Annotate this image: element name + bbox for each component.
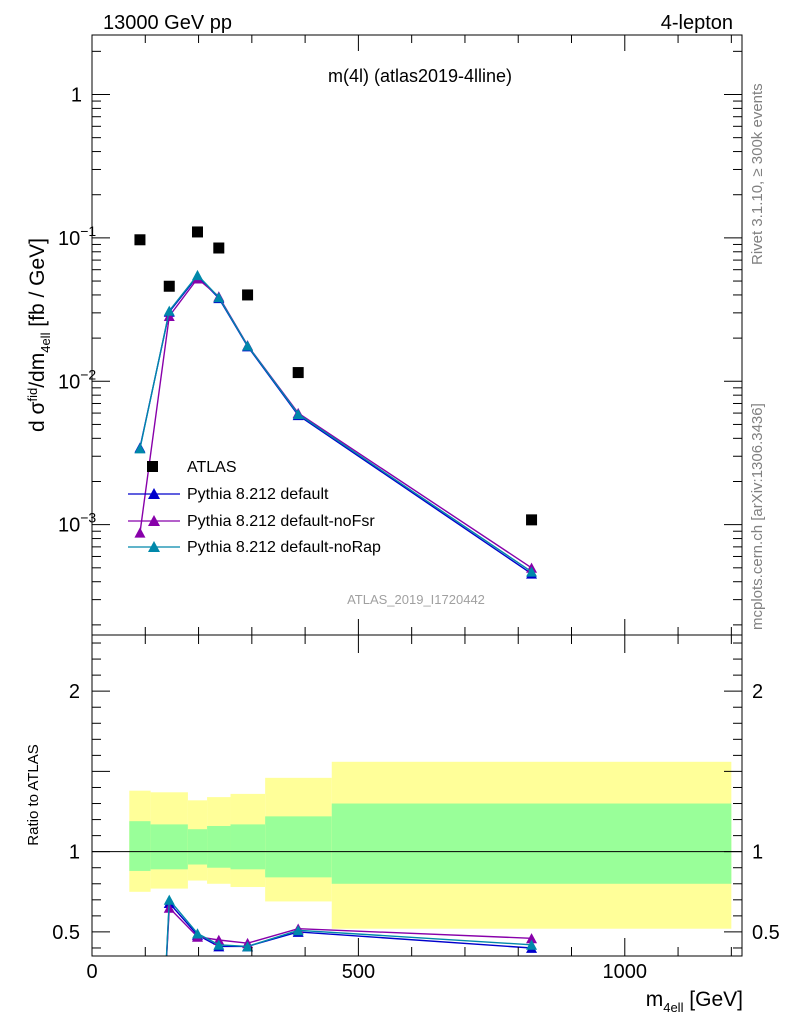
ratio-band-inner <box>230 824 266 870</box>
ratio-band-inner <box>187 829 208 865</box>
ratio-y-tick-label-left: 0.5 <box>52 922 80 944</box>
ratio-plot-frame <box>91 634 743 957</box>
ratio-series-point <box>242 941 254 952</box>
mcplots-label: mcplots.cern.ch [arXiv:1306.3436] <box>749 403 766 630</box>
ratio-series-point <box>163 894 175 905</box>
ratio-y-tick-label-right: 2 <box>752 681 763 703</box>
ratio-y-tick-label-right: 1 <box>752 842 763 864</box>
main-y-axis-title: d σfid/dm4ell [fb / GeV] <box>25 238 53 432</box>
atlas-data-layer <box>134 226 538 526</box>
ratio-tick-labels: 0.5 0.5 1 1 2 2 0 500 1000 <box>52 681 780 983</box>
ratio-band-inner <box>129 821 151 871</box>
main-y-tick-labels: 1 10−1 10−2 10−3 <box>58 85 96 537</box>
main-ticks <box>91 35 742 635</box>
legend-marker-atlas <box>147 461 158 472</box>
atlas-data-point <box>242 289 254 301</box>
legend-label-norap: Pythia 8.212 default-noRap <box>187 539 381 556</box>
atlas-data-point <box>292 367 304 379</box>
x-axis-title: m4ell [GeV] <box>646 988 743 1015</box>
ratio-series-point <box>191 928 203 939</box>
rivet-label: Rivet 3.1.10, ≥ 300k events <box>749 83 766 265</box>
legend: ATLAS Pythia 8.212 default Pythia 8.212 … <box>128 459 381 556</box>
ratio-ticks <box>91 635 742 956</box>
legend-marker-default <box>148 488 160 499</box>
ratio-series-point <box>526 933 538 944</box>
main-series-point <box>191 269 203 281</box>
x-tick-label: 0 <box>86 961 97 983</box>
atlas-data-point <box>526 514 538 526</box>
header-right: 4-lepton <box>661 12 733 34</box>
legend-label-atlas: ATLAS <box>187 459 237 476</box>
main-y-tick-label: 10−1 <box>58 223 96 250</box>
main-series-point <box>163 305 175 316</box>
ratio-y-tick-label-left: 2 <box>69 681 80 703</box>
atlas-data-point <box>163 280 175 292</box>
main-series-point <box>134 443 146 454</box>
main-y-tick-label: 10−2 <box>58 366 96 393</box>
watermark: ATLAS_2019_I1720442 <box>347 592 485 607</box>
main-series-point <box>526 566 538 577</box>
ratio-series-layer <box>163 894 538 956</box>
plot-title: m(4l) (atlas2019-4lline) <box>328 66 512 86</box>
ratio-band-inner <box>265 816 332 878</box>
main-series-point <box>134 527 146 538</box>
legend-marker-norap <box>148 541 160 552</box>
main-series-point <box>163 310 175 322</box>
ratio-y-axis-title: Ratio to ATLAS <box>25 744 42 845</box>
atlas-data-point <box>134 234 146 246</box>
ratio-series-group <box>163 894 538 956</box>
ratio-series-point <box>526 939 538 950</box>
atlas-data-point <box>191 226 203 238</box>
ratio-y-tick-label-right: 0.5 <box>752 922 780 944</box>
svg-text:d σfid/dm4ell [fb / GeV]: d σfid/dm4ell [fb / GeV] <box>25 238 53 432</box>
x-tick-label: 1000 <box>603 961 648 983</box>
main-series-layer <box>134 269 538 579</box>
header-left: 13000 GeV pp <box>103 12 232 34</box>
legend-label-default: Pythia 8.212 default <box>187 486 329 503</box>
main-series-point <box>213 292 225 303</box>
ratio-uncertainty-bands <box>129 761 732 929</box>
atlas-data-point <box>213 242 225 254</box>
ratio-series-point <box>213 939 225 950</box>
main-series-point <box>242 340 254 351</box>
ratio-series-point <box>292 925 304 936</box>
ratio-y-tick-label-left: 1 <box>69 842 80 864</box>
main-y-tick-label: 1 <box>71 85 82 107</box>
ratio-band-inner <box>150 824 188 870</box>
legend-marker-nofsr <box>148 515 160 526</box>
legend-label-nofsr: Pythia 8.212 default-noFsr <box>187 513 375 530</box>
ratio-band-inner <box>207 825 231 868</box>
ratio-band-inner <box>331 803 732 884</box>
main-series-point <box>292 408 304 420</box>
x-tick-label: 500 <box>342 961 375 983</box>
main-y-tick-label: 10−3 <box>58 510 96 537</box>
